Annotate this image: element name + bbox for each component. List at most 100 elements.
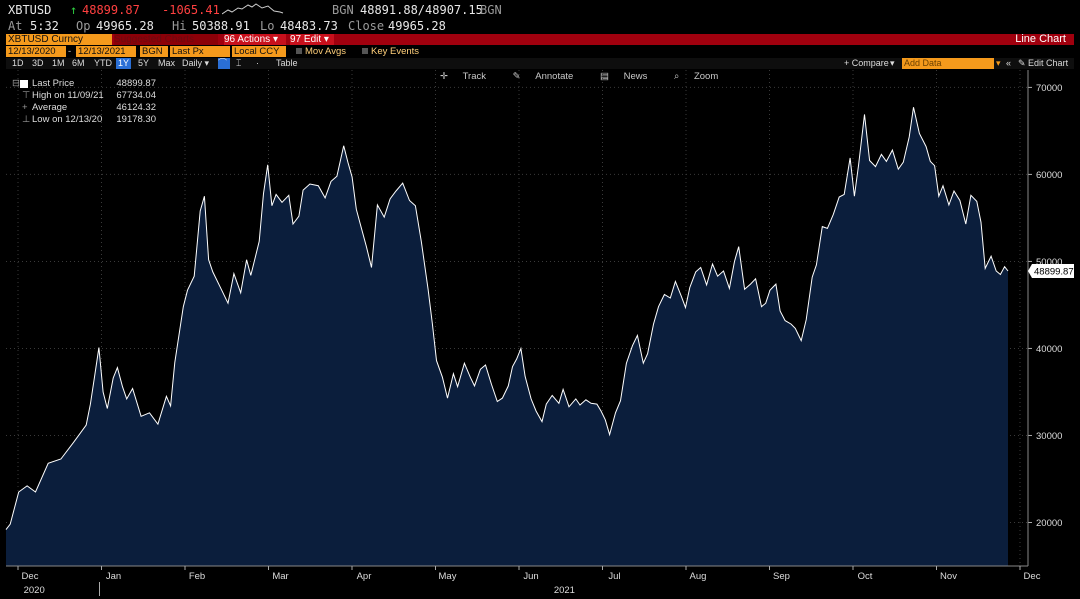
y-tick-label: 70000	[1036, 83, 1062, 94]
annotate-label: Annotate	[535, 71, 574, 82]
y-tick-label: 50000	[1036, 257, 1062, 268]
legend-high-value: 67734.04	[116, 90, 156, 101]
more-dots-icon[interactable]: ·	[256, 58, 259, 68]
white-swatch-icon	[20, 80, 28, 88]
actions-menu[interactable]: 96 Actions ▾	[224, 34, 286, 45]
key-events-toggle[interactable]: Key Events	[362, 46, 419, 57]
zoom-tool[interactable]: ⌕ Zoom	[674, 71, 730, 82]
end-date-field[interactable]: 12/13/2021	[76, 46, 136, 57]
collapse-icon[interactable]: «	[1006, 58, 1012, 68]
edit-label: Edit	[303, 34, 322, 45]
annotate-tool[interactable]: ✎ Annotate	[513, 71, 586, 82]
caret-down-icon: ▾	[204, 58, 210, 68]
period-ytd[interactable]: YTD	[94, 58, 112, 68]
checkbox-icon	[362, 48, 368, 54]
period-6m[interactable]: 6M	[72, 58, 85, 68]
chevron-down-icon: ▾	[323, 34, 329, 45]
add-data-input[interactable]: Add Data	[902, 58, 994, 69]
legend-high: ⊤ High on 11/09/21 67734.04	[14, 90, 156, 102]
quote-detail-line: At 5:32 Op 49965.28 Hi 50388.91 Lo 48483…	[0, 18, 1080, 34]
bar-chart-icon[interactable]: ⌶	[236, 58, 242, 68]
x-tick-label: Feb	[189, 571, 205, 582]
date-separator: -	[68, 46, 72, 57]
bid-source: BGN	[332, 3, 354, 17]
x-tick-label: Mar	[272, 571, 288, 582]
legend-last-value: 48899.87	[116, 78, 156, 89]
period-max[interactable]: Max	[158, 58, 176, 68]
y-axis: 20000 30000 40000 50000 60000 70000	[1027, 70, 1062, 566]
last-value-badge	[1028, 264, 1074, 279]
low-label: Lo	[260, 19, 275, 33]
track-tool[interactable]: ✛ Track	[440, 71, 498, 82]
actions-label: Actions	[237, 34, 271, 45]
caret-down-icon[interactable]: ▾	[996, 58, 1001, 68]
period-1d[interactable]: 1D	[12, 58, 24, 68]
x-tick-label: May	[439, 571, 457, 582]
last-price: 48899.87	[82, 3, 140, 17]
last-value-marker: 48899.87	[1028, 264, 1074, 279]
x-tick-label: Nov	[940, 571, 957, 582]
legend-low-label: Low on 12/13/20	[32, 114, 103, 125]
period-5y[interactable]: 5Y	[138, 58, 150, 68]
legend: ⊟ Last Price 48899.87 ⊤ High on 11/09/21…	[12, 78, 156, 126]
x-tick-label: Dec	[1024, 571, 1041, 582]
compare-button[interactable]: + Compare	[844, 58, 889, 68]
legend-last-price[interactable]: ⊟ Last Price 48899.87	[12, 78, 156, 90]
y-tick-label: 20000	[1036, 518, 1062, 529]
legend-last-label: Last Price	[32, 78, 75, 89]
legend-high-label: High on 11/09/21	[32, 90, 104, 101]
ticker-symbol: XBTUSD	[8, 3, 52, 17]
open-label: Op	[76, 19, 91, 33]
period-1m[interactable]: 1M	[52, 58, 65, 68]
edit-chart-button[interactable]: ✎ Edit Chart	[1018, 58, 1068, 69]
suggested-charts-button[interactable]: Suggested Charts	[114, 34, 218, 45]
security-field[interactable]: XBTUSD Curncy	[6, 34, 112, 45]
pencil-icon: ✎	[512, 71, 524, 82]
up-arrow-icon: ↑	[70, 3, 78, 17]
average-marker-icon: +	[22, 102, 28, 113]
news-tool[interactable]: ▤ News	[600, 71, 659, 82]
close-label: Close	[348, 19, 385, 33]
year-label: 2020	[24, 585, 45, 596]
currency-selector[interactable]: Local CCY	[232, 46, 286, 57]
y-tick-label: 60000	[1036, 170, 1062, 181]
x-axis: Dec Jan Feb Mar Apr May Jun Jul Aug Sep Oct Nov Dec 2…	[6, 565, 1041, 596]
at-label: At	[8, 19, 23, 33]
legend-average-value: 46124.32	[116, 102, 156, 113]
command-bar: XBTUSD Curncy Suggested Charts 96 Action…	[6, 34, 1074, 45]
period-1y[interactable]: 1Y	[116, 58, 132, 69]
chevron-down-icon: ▾	[272, 34, 278, 45]
price-line	[5, 107, 1009, 530]
chart-type-label: Line Chart	[1015, 33, 1066, 45]
x-tick-label: Jul	[608, 571, 620, 582]
x-tick-label: Sep	[773, 571, 790, 582]
sparkline-icon	[222, 3, 284, 15]
x-tick-label: Apr	[357, 571, 372, 582]
net-change: -1065.41	[162, 3, 220, 17]
table-button[interactable]: Table	[276, 58, 298, 68]
frequency-selector[interactable]: Daily ▾	[182, 58, 209, 69]
y-tick-label: 40000	[1036, 344, 1062, 355]
high-label: Hi	[172, 19, 187, 33]
magnifier-icon: ⌕	[673, 71, 682, 82]
legend-low: ⊥ Low on 12/13/20 19178.30	[14, 114, 156, 126]
period-3d[interactable]: 3D	[32, 58, 44, 68]
x-tick-label: Aug	[690, 571, 707, 582]
news-label: News	[623, 71, 648, 82]
actions-number: 96	[224, 34, 236, 45]
year-label: 2021	[554, 585, 575, 596]
y-tick-label: 30000	[1036, 431, 1062, 442]
mov-avgs-toggle[interactable]: Mov Avgs	[296, 46, 346, 57]
track-label: Track	[462, 71, 487, 82]
legend-average: + Average 46124.32	[14, 102, 156, 114]
start-date-field[interactable]: 12/13/2020	[6, 46, 66, 57]
zoom-label: Zoom	[693, 71, 719, 82]
line-chart-icon[interactable]: ⌒	[218, 58, 230, 69]
close-value: 49965.28	[388, 19, 446, 33]
pencil-icon: ✎	[1018, 58, 1029, 68]
quote-line: XBTUSD ↑ 48899.87 -1065.41 BGN 48891.88/…	[0, 0, 1080, 18]
field-selector[interactable]: Last Px	[170, 46, 230, 57]
edit-menu[interactable]: 97 Edit ▾	[290, 34, 334, 45]
source-field[interactable]: BGN	[140, 46, 168, 57]
